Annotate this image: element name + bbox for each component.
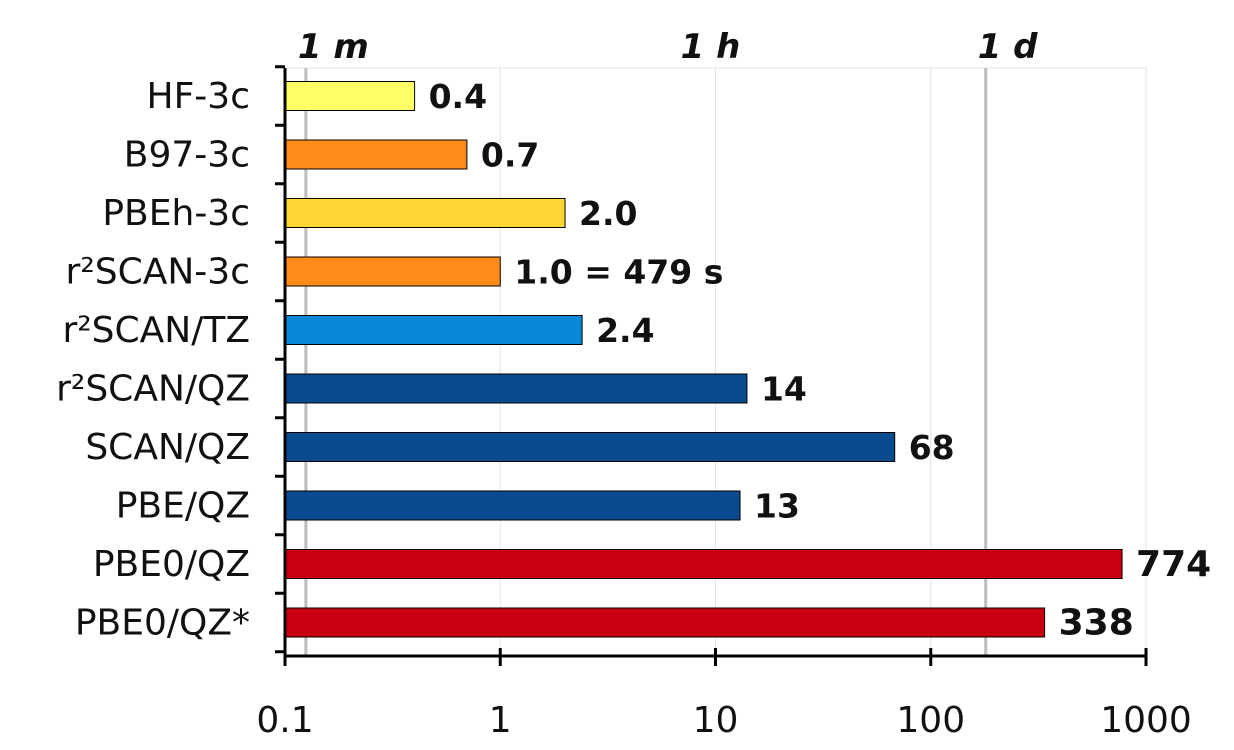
category-label-9: PBE0/QZ* — [75, 603, 250, 644]
value-label-2: 2.0 — [579, 194, 637, 233]
value-label-5: 14 — [761, 370, 807, 409]
labels: 1 m 1 h 1 d HF-3c 0.4 B97-3c 0.7 PBEh-3c 2.0 r²SC… — [56, 27, 1211, 741]
value-label-8: 774 — [1136, 544, 1211, 585]
category-label-0: HF-3c — [147, 76, 250, 117]
category-label-8: PBE0/QZ — [93, 544, 250, 585]
bar-5 — [284, 373, 748, 404]
reference-label-0: 1 m — [298, 27, 369, 67]
x-tick-label-1: 1 — [489, 700, 512, 741]
category-label-1: B97-3c — [124, 135, 250, 176]
value-label-1: 0.7 — [481, 136, 539, 175]
category-label-4: r²SCAN/TZ — [62, 310, 250, 351]
category-label-6: SCAN/QZ — [85, 427, 250, 468]
bar-7 — [284, 490, 741, 521]
bar-3 — [284, 256, 501, 287]
category-label-3: r²SCAN-3c — [66, 252, 250, 293]
category-label-7: PBE/QZ — [116, 486, 250, 527]
bar-4 — [284, 315, 583, 345]
bar-9 — [284, 607, 1046, 638]
axes — [275, 65, 1148, 666]
x-tick-label-3: 100 — [896, 700, 965, 741]
value-label-0: 0.4 — [429, 77, 487, 116]
value-label-9: 338 — [1059, 603, 1134, 644]
bar-0 — [284, 81, 416, 111]
reference-label-1: 1 h — [681, 27, 741, 67]
category-label-5: r²SCAN/QZ — [56, 369, 250, 410]
bar-6 — [284, 432, 896, 462]
x-tick-label-2: 10 — [693, 700, 739, 741]
bars — [284, 81, 1123, 638]
value-label-4: 2.4 — [596, 311, 654, 350]
x-tick-label-0: 0.1 — [256, 700, 313, 741]
bar-1 — [284, 139, 468, 170]
x-tick-label-4: 1000 — [1100, 700, 1192, 741]
bar-2 — [284, 198, 566, 228]
value-label-6: 68 — [909, 428, 955, 467]
reference-label-2: 1 d — [978, 27, 1038, 67]
value-label-3: 1.0 = 479 s — [514, 253, 723, 292]
bar-8 — [284, 549, 1123, 579]
category-label-2: PBEh-3c — [102, 193, 250, 234]
value-label-7: 13 — [754, 487, 800, 526]
